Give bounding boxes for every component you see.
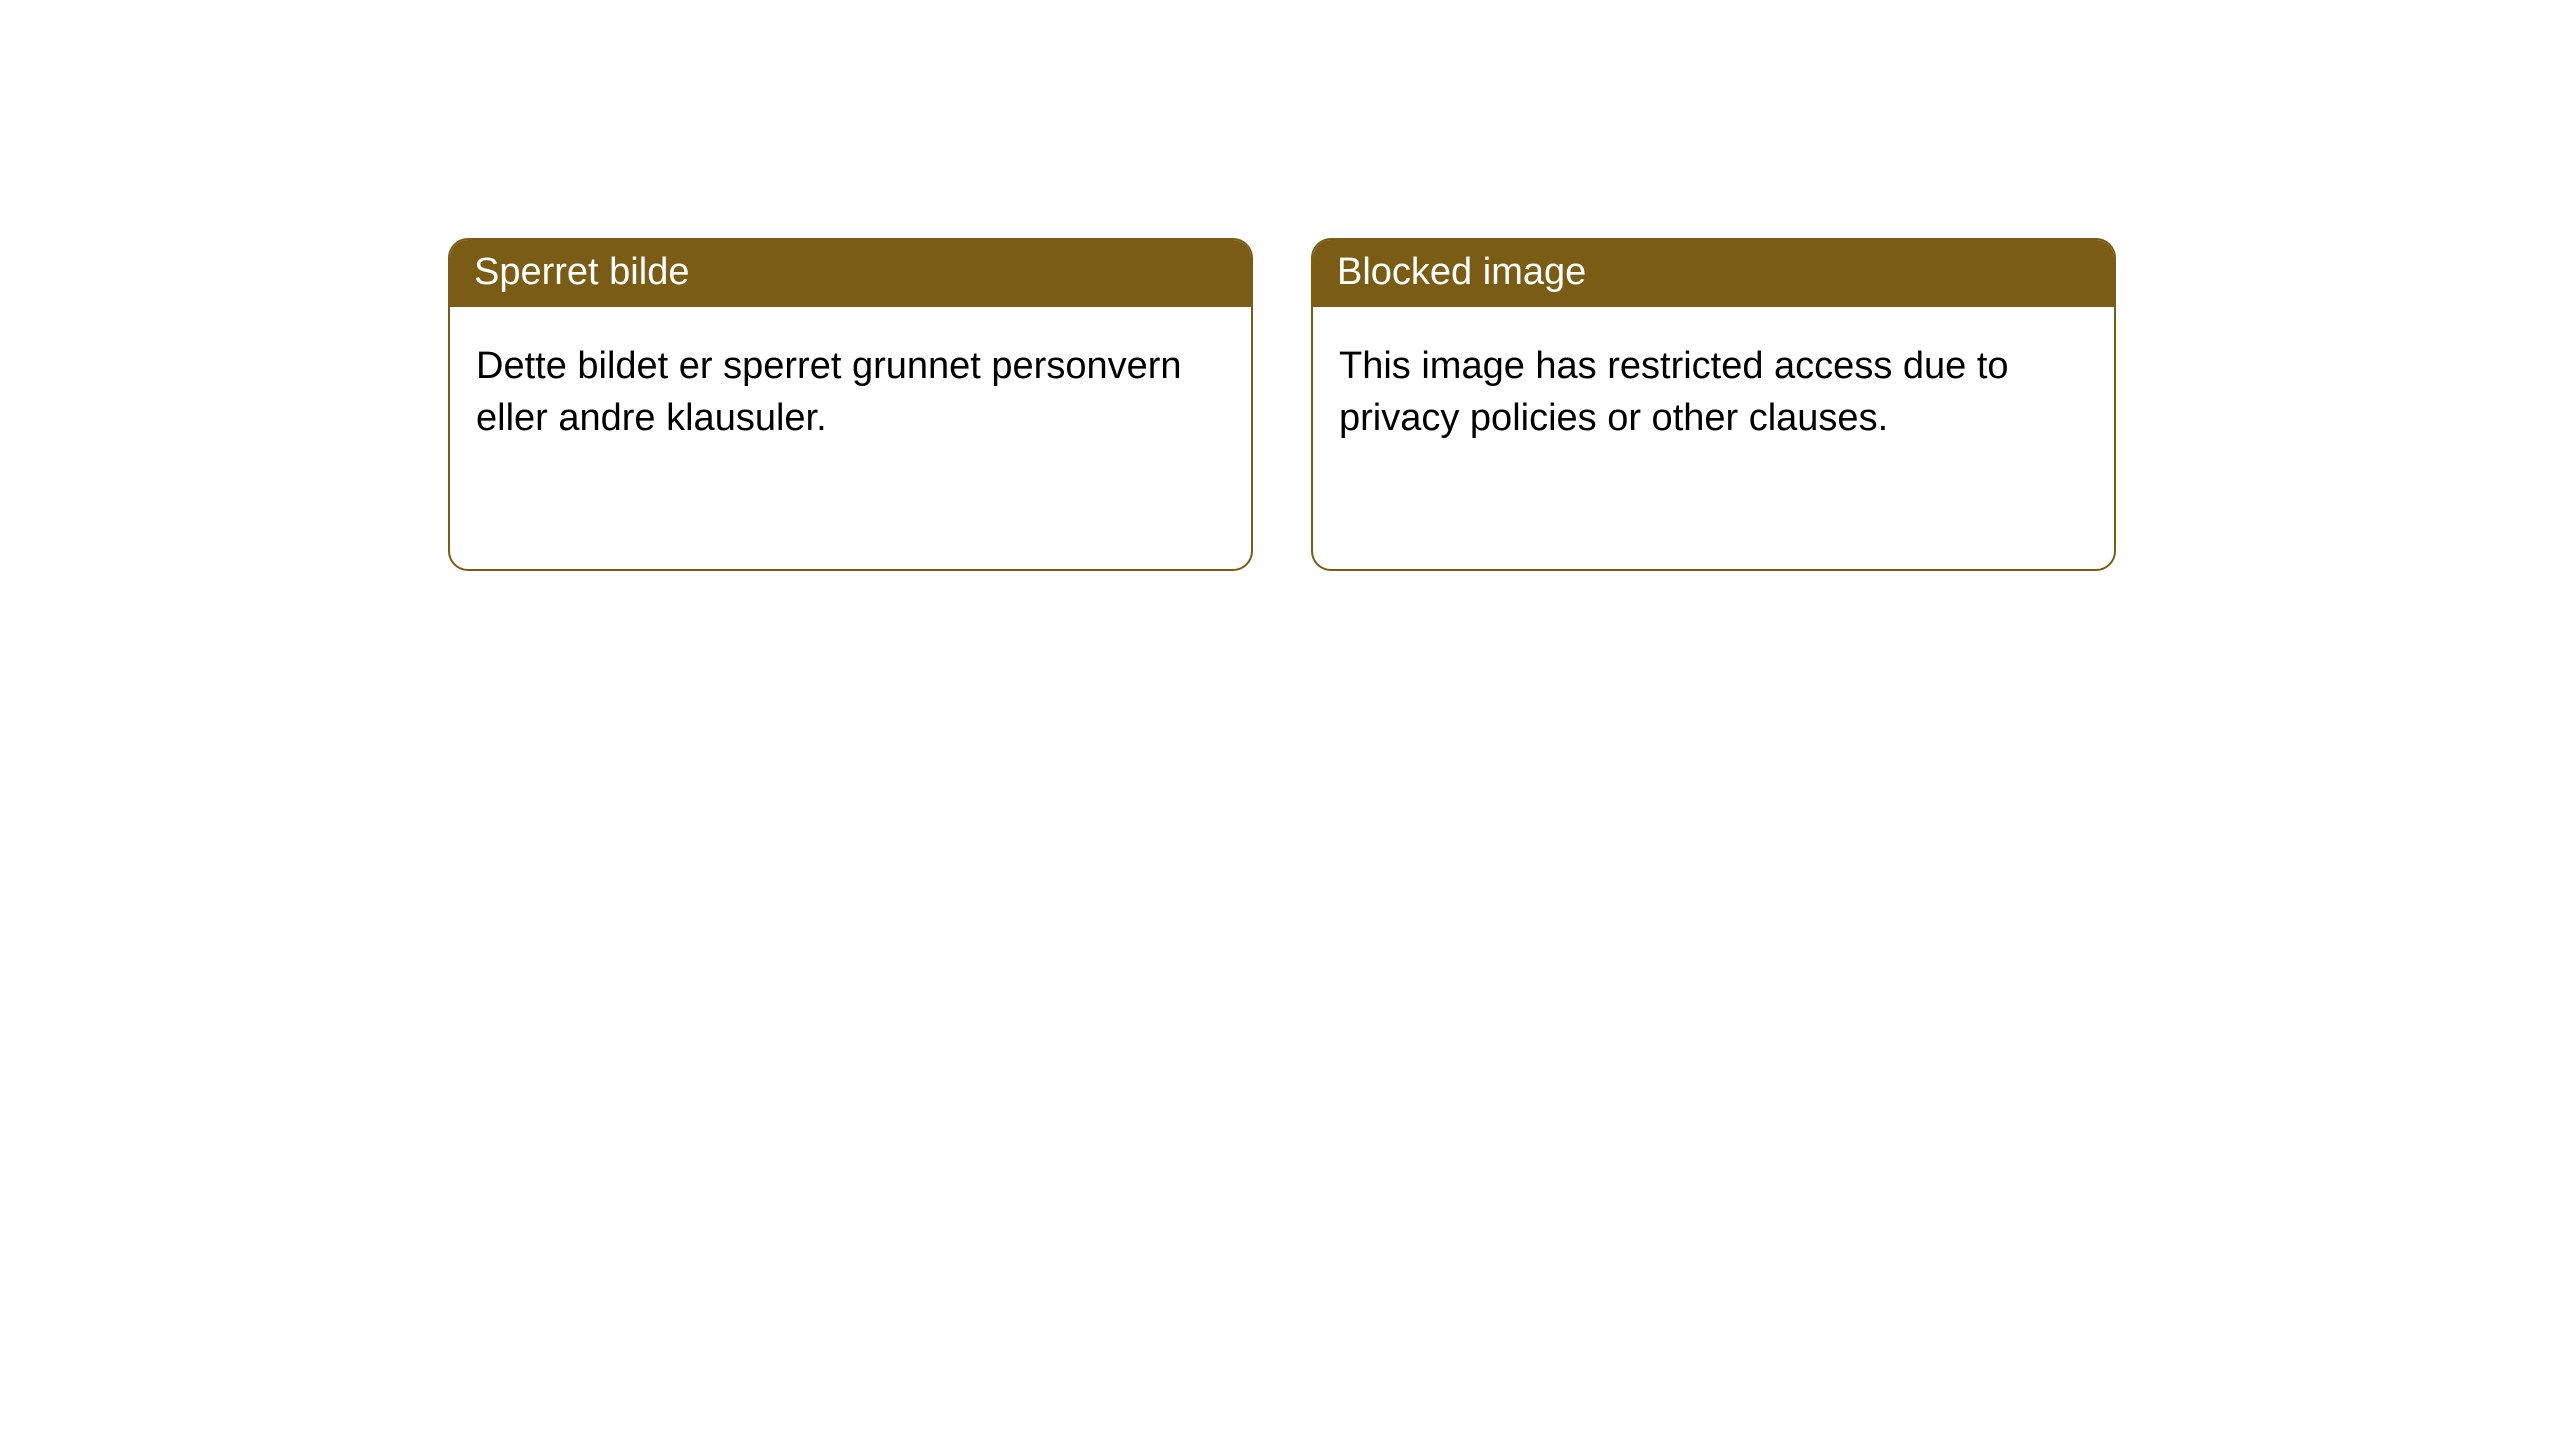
card-header: Blocked image <box>1313 240 2114 307</box>
card-body: Dette bildet er sperret grunnet personve… <box>450 307 1251 464</box>
notice-card-no: Sperret bilde Dette bildet er sperret gr… <box>448 238 1253 571</box>
card-body: This image has restricted access due to … <box>1313 307 2114 464</box>
notice-card-en: Blocked image This image has restricted … <box>1311 238 2116 571</box>
notice-container: Sperret bilde Dette bildet er sperret gr… <box>448 238 2560 571</box>
card-header: Sperret bilde <box>450 240 1251 307</box>
